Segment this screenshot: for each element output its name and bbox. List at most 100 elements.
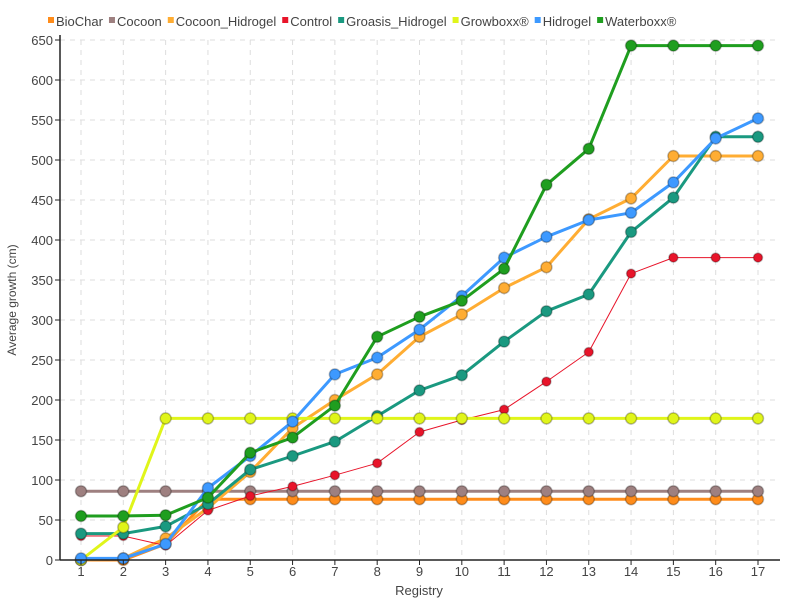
data-point — [540, 484, 553, 498]
data-point — [709, 412, 722, 425]
data-point — [582, 288, 595, 301]
x-tick-label: 1 — [77, 564, 84, 579]
data-point — [752, 252, 764, 263]
legend-label: Hidrogel — [543, 14, 592, 29]
data-point — [582, 484, 595, 498]
data-point — [624, 225, 638, 239]
data-point — [709, 484, 722, 498]
data-point — [370, 330, 384, 344]
y-tick-label: 500 — [31, 153, 53, 168]
y-tick-label: 450 — [31, 193, 53, 208]
data-point — [751, 412, 765, 425]
data-point — [582, 412, 595, 425]
x-tick-label: 11 — [497, 564, 511, 579]
y-tick-label: 350 — [31, 273, 53, 288]
y-tick-label: 100 — [31, 473, 53, 488]
data-point — [287, 481, 298, 492]
y-tick-label: 600 — [31, 73, 53, 88]
data-point — [667, 176, 680, 189]
data-point — [159, 508, 172, 522]
series-cocoon — [74, 484, 765, 498]
x-tick-label: 15 — [666, 564, 680, 579]
legend-label: Growboxx® — [461, 14, 530, 29]
data-point — [370, 484, 384, 498]
data-point — [328, 435, 342, 448]
x-tick-label: 12 — [539, 564, 553, 579]
data-point — [413, 384, 426, 397]
x-tick-label: 10 — [455, 564, 469, 579]
data-point — [328, 484, 342, 498]
data-point — [370, 351, 384, 364]
x-tick-label: 13 — [582, 564, 596, 579]
data-point — [244, 463, 257, 476]
data-point — [540, 412, 553, 425]
series-waterboxx- — [74, 39, 765, 523]
data-point — [709, 149, 722, 163]
data-point — [667, 191, 680, 204]
data-point — [582, 142, 595, 156]
legend-label: Groasis_Hidrogel — [346, 14, 447, 29]
legend-label: Waterboxx® — [605, 14, 677, 29]
y-tick-label: 50 — [39, 513, 53, 528]
x-tick-label: 3 — [162, 564, 169, 579]
legend-swatch — [282, 17, 289, 23]
legend-item: Cocoon — [108, 14, 162, 29]
x-tick-label: 6 — [289, 564, 296, 579]
y-tick-label: 400 — [31, 233, 53, 248]
x-tick-label: 8 — [374, 564, 381, 579]
y-tick-label: 550 — [31, 113, 53, 128]
legend-swatch — [452, 17, 459, 23]
x-tick-label: 5 — [247, 564, 254, 579]
data-point — [751, 130, 765, 144]
data-point — [497, 262, 511, 276]
data-point — [540, 304, 553, 318]
data-point — [159, 412, 172, 425]
y-tick-label: 300 — [31, 313, 53, 328]
legend-swatch — [597, 17, 604, 23]
data-point — [370, 412, 384, 425]
data-point — [413, 310, 426, 324]
data-point — [413, 412, 426, 425]
data-point — [709, 132, 722, 145]
y-tick-label: 0 — [46, 553, 53, 568]
series-group — [74, 39, 765, 567]
data-point — [624, 412, 638, 425]
x-tick-label: 14 — [624, 564, 638, 579]
data-point — [624, 39, 638, 52]
data-point — [751, 39, 765, 52]
legend-item: Hidrogel — [534, 14, 592, 29]
data-point — [497, 412, 511, 425]
data-point — [582, 213, 595, 227]
data-point — [329, 469, 341, 481]
data-point — [624, 206, 638, 220]
data-point — [244, 446, 257, 460]
data-point — [751, 112, 765, 125]
data-point — [497, 335, 511, 348]
data-point — [286, 449, 299, 463]
x-tick-label: 4 — [204, 564, 211, 579]
data-point — [413, 484, 426, 498]
data-point — [371, 457, 383, 469]
legend-item: Growboxx® — [452, 14, 530, 29]
legend-label: Cocoon_Hidrogel — [176, 14, 277, 29]
data-point — [455, 484, 469, 498]
data-point — [117, 509, 130, 523]
data-point — [497, 484, 511, 498]
y-axis-label: Average growth (cm) — [5, 244, 19, 355]
x-tick-label: 16 — [708, 564, 722, 579]
series-growboxx- — [74, 412, 765, 567]
legend-label: BioChar — [56, 14, 104, 29]
legend-swatch — [108, 17, 115, 23]
legend-item: Cocoon_Hidrogel — [167, 14, 277, 29]
data-point — [751, 149, 765, 163]
data-point — [74, 527, 88, 540]
y-tick-label: 650 — [31, 33, 53, 48]
data-point — [159, 520, 172, 533]
data-point — [540, 178, 553, 192]
legend-swatch — [534, 17, 541, 23]
legend-item: Control — [282, 14, 332, 29]
data-point — [541, 376, 552, 387]
data-point — [709, 39, 722, 52]
x-axis-label: Registry — [395, 583, 443, 598]
